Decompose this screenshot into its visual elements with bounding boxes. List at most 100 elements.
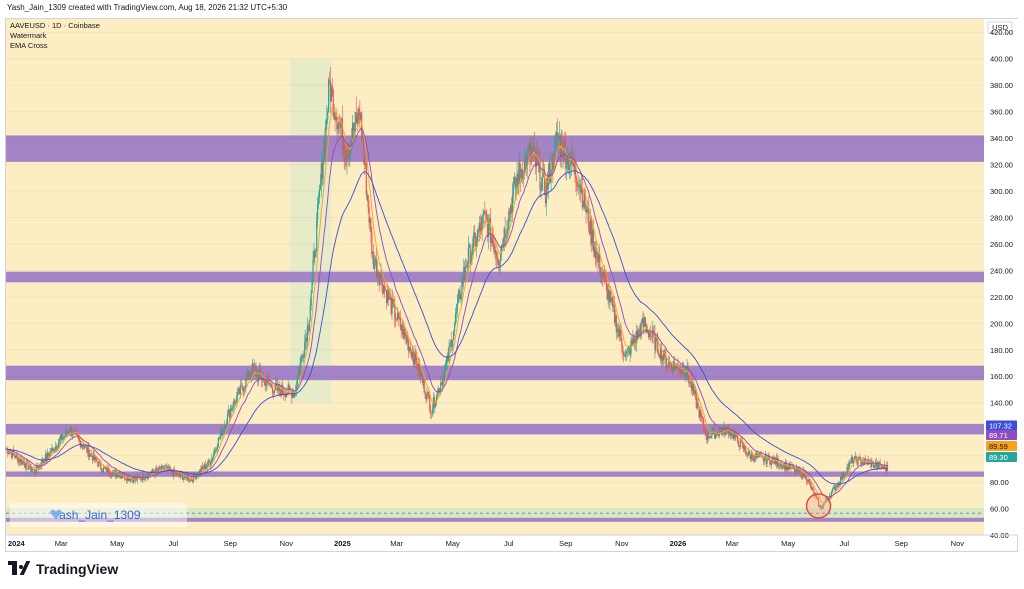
- candle-body: [854, 455, 856, 457]
- candle-body: [359, 115, 361, 120]
- candle-body: [88, 446, 90, 457]
- x-tick-label: 2025: [334, 539, 351, 548]
- candle-body: [92, 453, 94, 461]
- candle-body: [432, 397, 435, 410]
- candle-body: [659, 347, 662, 359]
- candle-body: [234, 399, 236, 402]
- candle-body: [309, 306, 311, 321]
- candle-body: [763, 458, 765, 462]
- candle-body: [769, 458, 771, 465]
- candle-body: [446, 355, 448, 363]
- candle-body: [598, 253, 600, 262]
- currency-box: [987, 21, 1013, 34]
- candle-body: [102, 467, 105, 472]
- candle-body: [328, 79, 330, 112]
- candle-body: [686, 365, 688, 374]
- candle-body: [612, 297, 614, 307]
- candle-body: [525, 157, 527, 170]
- candle-body: [885, 467, 887, 472]
- candle-body: [692, 383, 695, 394]
- candle-body: [221, 429, 223, 436]
- candle-body: [542, 170, 544, 178]
- candle-body: [420, 372, 423, 377]
- candle-body: [817, 497, 819, 500]
- candle-body: [336, 116, 338, 130]
- candle-body: [360, 112, 362, 120]
- tradingview-logo[interactable]: TradingView: [8, 561, 118, 577]
- candle-body: [589, 217, 592, 235]
- candle-body: [268, 379, 270, 384]
- candle-body: [77, 434, 79, 437]
- candle-body: [299, 363, 301, 374]
- legend-ema-cross[interactable]: EMA Cross: [10, 41, 48, 50]
- candle-body: [404, 328, 406, 335]
- candle-body: [500, 245, 503, 255]
- candle-body: [749, 450, 751, 455]
- candle-body: [470, 254, 472, 265]
- candle-body: [87, 446, 89, 453]
- candle-body: [740, 439, 742, 442]
- candle-body: [161, 465, 163, 467]
- candle-body: [346, 153, 348, 163]
- candle-body: [402, 324, 404, 339]
- legend-symbol[interactable]: AAVEUSD · 1D · Coinbase: [10, 21, 100, 30]
- candle-body: [436, 392, 438, 400]
- candle-body: [585, 209, 587, 213]
- candle-body: [811, 487, 813, 489]
- candle-body: [588, 207, 590, 229]
- candle-body: [531, 146, 533, 152]
- candle-body: [533, 146, 535, 149]
- candle-body: [637, 329, 639, 339]
- candle-body: [809, 481, 811, 485]
- resistance-zone-5: [6, 517, 984, 522]
- candle-body: [742, 443, 744, 449]
- candle-body: [650, 336, 652, 337]
- candle-body: [541, 177, 543, 191]
- candle-body: [521, 169, 524, 180]
- candle-body: [121, 476, 123, 478]
- candle-body: [845, 473, 847, 475]
- candle-body: [556, 132, 559, 139]
- candle-body: [331, 86, 333, 90]
- candle-body: [859, 457, 861, 459]
- candle-body: [748, 450, 750, 455]
- candle-body: [272, 392, 275, 394]
- candle-body: [842, 472, 844, 478]
- candle-body: [55, 446, 57, 450]
- candle-body: [329, 81, 332, 102]
- candle-body: [137, 475, 139, 477]
- price-label-value: 107.32: [989, 422, 1012, 431]
- candle-body: [144, 479, 146, 480]
- candle-body: [681, 366, 684, 372]
- candle-body: [617, 328, 619, 330]
- candle-body: [305, 337, 308, 342]
- candle-body: [766, 460, 768, 464]
- candle-body: [89, 454, 91, 457]
- candle-body: [24, 466, 26, 469]
- candle-body: [378, 276, 380, 285]
- candle-body: [621, 338, 623, 347]
- candle-body: [33, 469, 36, 474]
- candle-body: [640, 323, 642, 338]
- candle-body: [693, 390, 696, 394]
- y-tick-label: 380.00: [990, 81, 1013, 90]
- candle-body: [460, 295, 462, 300]
- candle-body: [119, 474, 121, 479]
- candle-body: [731, 431, 733, 436]
- candle-body: [631, 340, 633, 345]
- candle-body: [191, 480, 194, 482]
- x-tick-label: Mar: [726, 539, 739, 548]
- price-label-value: 89.59: [989, 442, 1008, 451]
- candle-body: [614, 315, 617, 323]
- candle-body: [607, 289, 609, 300]
- legend-watermark[interactable]: Watermark: [10, 31, 47, 40]
- candle-body: [326, 119, 328, 121]
- candle-body: [734, 433, 736, 438]
- x-tick-label: 2026: [670, 539, 687, 548]
- candle-body: [374, 258, 377, 264]
- candle-body: [539, 159, 541, 191]
- candle-body: [495, 249, 497, 256]
- candle-body: [23, 462, 25, 467]
- candle-body: [503, 228, 505, 248]
